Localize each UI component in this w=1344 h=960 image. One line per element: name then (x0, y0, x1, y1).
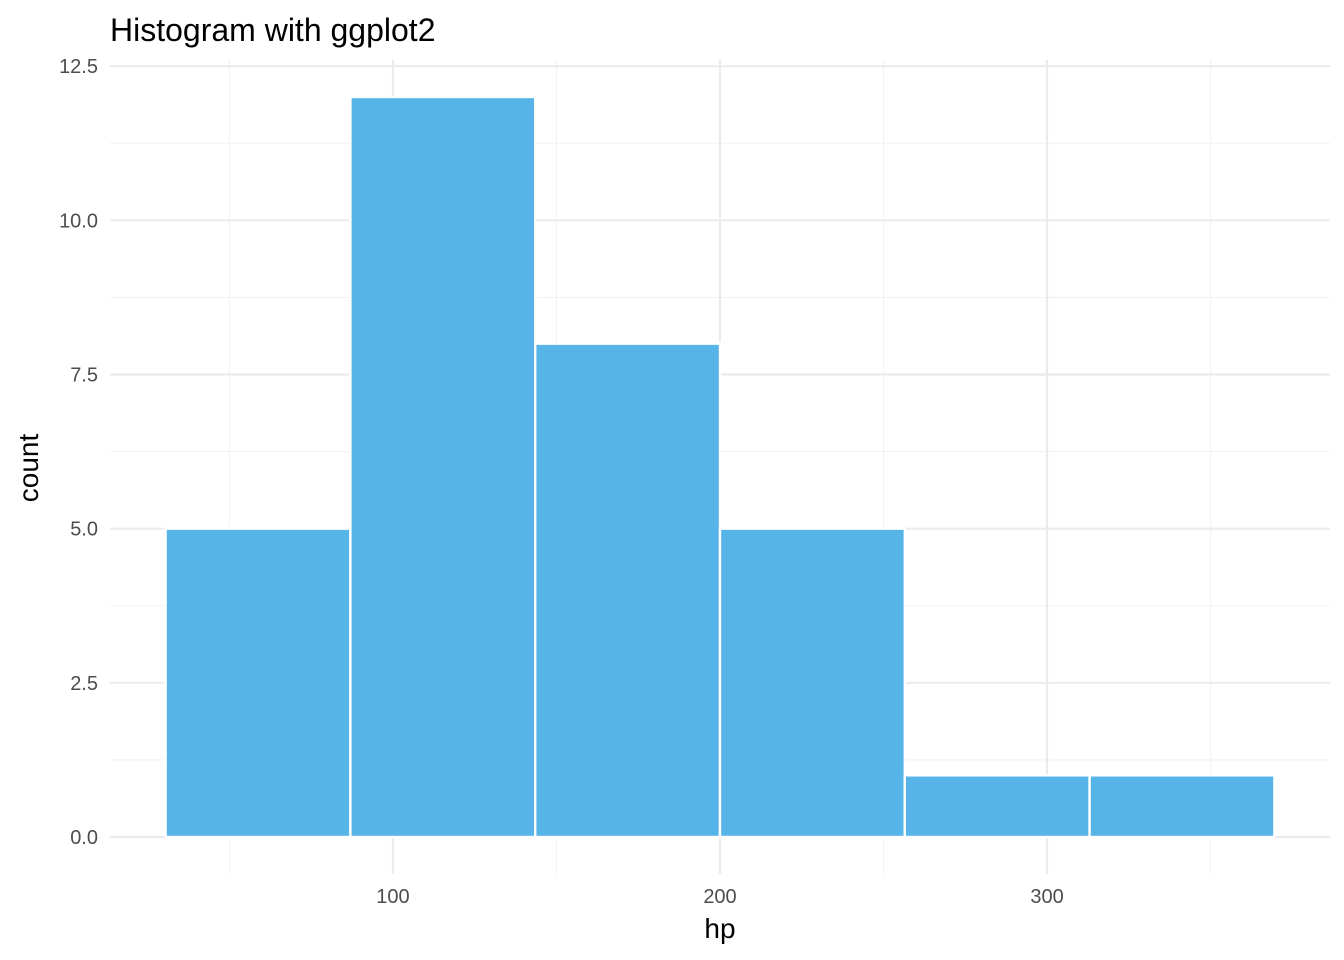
histogram-bar (903, 774, 1091, 839)
histogram-bar (534, 342, 722, 839)
x-axis-ticks: 100 200 300 (376, 886, 1064, 908)
x-tick-label: 100 (376, 886, 409, 908)
y-axis-title: count (13, 434, 44, 503)
chart-title: Histogram with ggplot2 (110, 12, 435, 48)
y-axis-ticks: 0.0 2.5 5.0 7.5 10.0 12.5 (59, 56, 98, 849)
y-tick-label: 10.0 (59, 210, 98, 232)
x-tick-label: 200 (703, 886, 736, 908)
y-tick-label: 2.5 (70, 673, 98, 695)
y-tick-label: 5.0 (70, 519, 98, 541)
x-tick-label: 300 (1030, 886, 1063, 908)
x-axis-title: hp (704, 913, 735, 944)
y-tick-label: 12.5 (59, 56, 98, 78)
histogram-bar (1088, 774, 1276, 839)
histogram-bar (718, 527, 906, 839)
histogram-bar (349, 95, 537, 839)
y-tick-label: 0.0 (70, 827, 98, 849)
histogram-bar (164, 527, 352, 839)
histogram-bars (164, 95, 1276, 839)
y-tick-label: 7.5 (70, 365, 98, 387)
